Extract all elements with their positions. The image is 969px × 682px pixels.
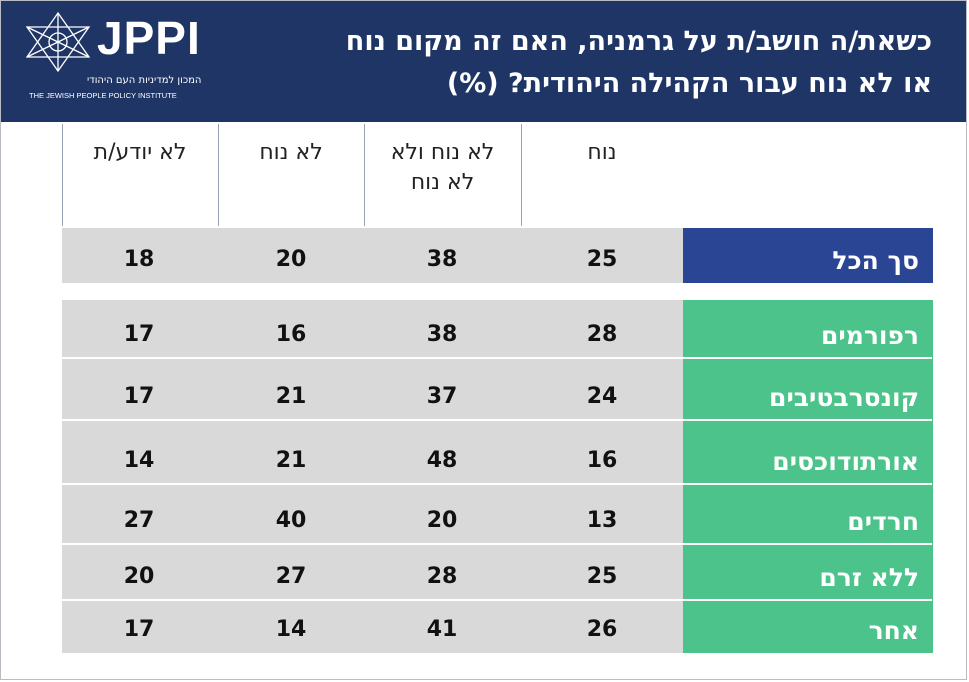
row-background xyxy=(62,600,683,653)
row-label: אחר xyxy=(683,600,933,653)
value-cell: 27 xyxy=(275,564,307,589)
column-header-label: לא יודע/ת xyxy=(94,138,187,226)
row-background xyxy=(62,420,683,484)
row-label: ללא זרם xyxy=(683,544,933,600)
row-label: חרדים xyxy=(683,484,933,544)
value-cell: 17 xyxy=(123,384,155,409)
value-cell: 24 xyxy=(586,384,618,409)
chart-title-line-2: או לא נוח עבור הקהילה היהודית? (%) xyxy=(446,68,932,99)
logo-subtitle-hebrew: המכון למדיניות העם היהודי xyxy=(87,75,202,86)
value-cell: 21 xyxy=(275,448,307,473)
column-header: לא יודע/ת xyxy=(62,124,218,226)
column-header-line: לא נוח xyxy=(259,140,323,165)
row-label: רפורמים xyxy=(683,300,933,358)
column-header-line: לא נוח ולא xyxy=(390,140,495,165)
row-background xyxy=(62,300,683,358)
jppi-logo: JPPI המכון למדיניות העם היהודי THE JEWIS… xyxy=(23,9,213,104)
value-cell: 28 xyxy=(426,564,458,589)
value-cell: 20 xyxy=(275,247,307,272)
row-background xyxy=(62,358,683,420)
value-cell: 16 xyxy=(586,448,618,473)
value-cell: 37 xyxy=(426,384,458,409)
value-cell: 25 xyxy=(586,247,618,272)
row-background xyxy=(62,228,683,283)
column-header: נוח xyxy=(521,124,683,226)
column-header-line: לא יודע/ת xyxy=(93,140,187,165)
value-cell: 41 xyxy=(426,617,458,642)
row-separator xyxy=(62,419,932,421)
value-cell: 38 xyxy=(426,247,458,272)
column-divider xyxy=(521,124,522,226)
column-divider xyxy=(364,124,365,226)
value-cell: 16 xyxy=(275,322,307,347)
value-cell: 38 xyxy=(426,322,458,347)
row-label: סך הכל xyxy=(683,228,933,283)
value-cell: 26 xyxy=(586,617,618,642)
value-cell: 17 xyxy=(123,322,155,347)
value-cell: 17 xyxy=(123,617,155,642)
value-cell: 14 xyxy=(123,448,155,473)
value-cell: 28 xyxy=(586,322,618,347)
value-cell: 27 xyxy=(123,508,155,533)
column-header-label: לא נוח ולא לא נוח xyxy=(391,138,495,226)
logo-wordmark: JPPI xyxy=(97,12,201,64)
value-cell: 48 xyxy=(426,448,458,473)
row-background xyxy=(62,484,683,544)
value-cell: 20 xyxy=(123,564,155,589)
column-header-line: נוח xyxy=(587,140,617,165)
column-header-label: לא נוח xyxy=(259,138,322,226)
column-header-line: לא נוח xyxy=(410,170,475,195)
chart-title: כשאת/ה חושב/ת על גרמניה, האם זה מקום נוח… xyxy=(292,21,932,105)
row-separator xyxy=(62,357,932,359)
value-cell: 18 xyxy=(123,247,155,272)
column-divider xyxy=(62,124,63,226)
row-separator xyxy=(62,483,932,485)
row-background xyxy=(62,544,683,600)
column-divider xyxy=(218,124,219,226)
value-cell: 14 xyxy=(275,617,307,642)
row-label: קונסרבטיבים xyxy=(683,358,933,420)
logo-subtitle-english: THE JEWISH PEOPLE POLICY INSTITUTE xyxy=(29,91,177,100)
column-header: לא נוח xyxy=(218,124,364,226)
row-separator xyxy=(62,543,932,545)
row-label: אורתודוכסים xyxy=(683,420,933,484)
column-header-label: נוח xyxy=(587,138,616,226)
value-cell: 20 xyxy=(426,508,458,533)
star-of-david-icon xyxy=(25,11,91,73)
column-header: לא נוח ולא לא נוח xyxy=(364,124,521,226)
chart-title-line-1: כשאת/ה חושב/ת על גרמניה, האם זה מקום נוח xyxy=(345,26,932,57)
value-cell: 40 xyxy=(275,508,307,533)
value-cell: 21 xyxy=(275,384,307,409)
row-separator xyxy=(62,599,932,601)
header-banner: JPPI המכון למדיניות העם היהודי THE JEWIS… xyxy=(1,1,966,122)
value-cell: 13 xyxy=(586,508,618,533)
value-cell: 25 xyxy=(586,564,618,589)
